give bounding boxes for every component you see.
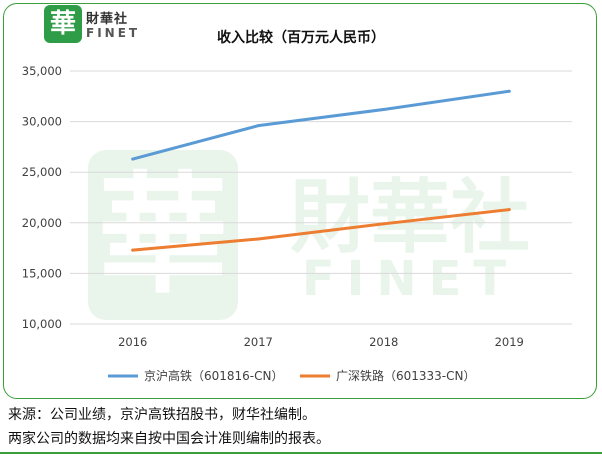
data-point bbox=[507, 208, 511, 212]
x-tick-label: 2016 bbox=[118, 335, 147, 349]
finet-logo: 華 財華社 FINET bbox=[44, 2, 140, 46]
watermark-mark: 華 bbox=[98, 159, 228, 311]
y-tick-label: 35,000 bbox=[22, 64, 62, 78]
chart-frame bbox=[3, 3, 597, 399]
logo-name-en: FINET bbox=[86, 26, 141, 40]
watermark-mark-bg bbox=[88, 150, 238, 320]
data-point bbox=[507, 89, 511, 93]
y-tick-label: 30,000 bbox=[22, 115, 62, 129]
data-point bbox=[256, 124, 260, 128]
logo-name-cn: 財華社 bbox=[86, 12, 129, 27]
chart-title: 收入比较（百万元人民币） bbox=[217, 30, 385, 46]
data-point bbox=[131, 157, 135, 161]
x-tick-label: 2019 bbox=[495, 335, 524, 349]
line-chart: 華 財華社 FINET 10,000 15,000 20,000 25,000 30,0… bbox=[22, 64, 572, 383]
data-point bbox=[131, 248, 135, 252]
logo-mark: 華 bbox=[44, 5, 82, 43]
note-caption: 两家公司的数据均来自按中国会计准则编制的报表。 bbox=[8, 431, 330, 447]
x-tick-label: 2017 bbox=[244, 335, 273, 349]
data-point bbox=[256, 237, 260, 241]
footer-divider bbox=[0, 452, 602, 454]
source-caption: 来源：公司业绩，京沪高铁招股书，财华社编制。 bbox=[8, 407, 316, 423]
legend-label: 京沪高铁（601816-CN） bbox=[144, 368, 284, 383]
watermark-name-en: FINET bbox=[302, 251, 518, 307]
legend-label: 广深铁路（601333-CN） bbox=[336, 368, 476, 383]
data-point bbox=[382, 107, 386, 111]
y-tick-label: 15,000 bbox=[22, 266, 62, 280]
y-tick-label: 25,000 bbox=[22, 165, 62, 179]
series-line-1 bbox=[131, 89, 511, 161]
watermark-name-cn: 財華社 bbox=[290, 171, 530, 264]
watermark: 華 財華社 FINET bbox=[88, 150, 530, 320]
y-tick-label: 20,000 bbox=[22, 216, 62, 230]
data-point bbox=[382, 222, 386, 226]
series-line-2 bbox=[131, 208, 511, 252]
y-tick-label: 10,000 bbox=[22, 317, 62, 331]
x-tick-label: 2018 bbox=[369, 335, 398, 349]
